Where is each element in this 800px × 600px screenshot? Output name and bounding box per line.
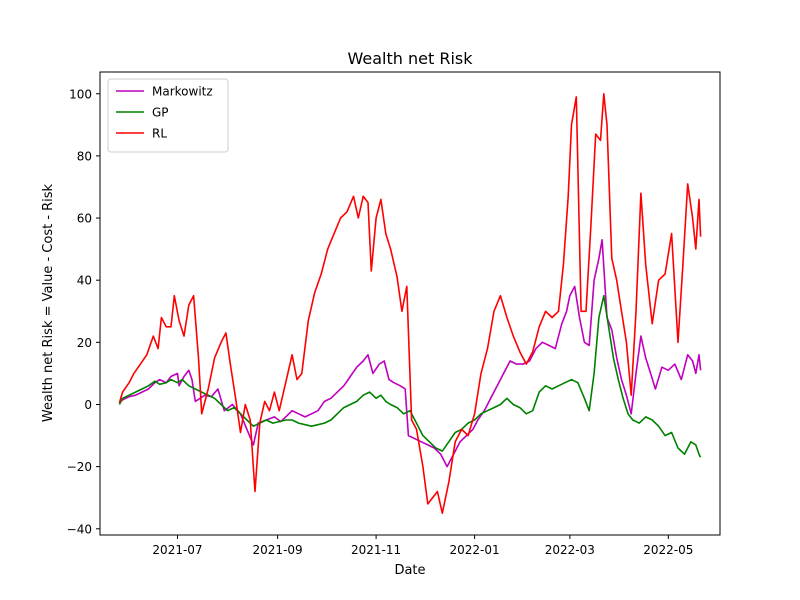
y-tick-label: 60: [77, 212, 92, 226]
legend: Markowitz GP RL: [107, 78, 229, 153]
x-tick-label: 2022-01: [450, 543, 500, 557]
y-axis-ticks: −40 −20 0 20 40 60 80 100: [67, 87, 100, 536]
y-tick-label: 40: [77, 274, 92, 288]
x-tick-label: 2021-11: [351, 543, 401, 557]
chart-title: Wealth net Risk: [348, 49, 474, 68]
x-axis-label: Date: [394, 563, 425, 578]
legend-label-rl: RL: [152, 127, 167, 141]
y-tick-label: −40: [67, 522, 92, 536]
series-line-rl: [118, 93, 702, 515]
y-tick-label: −20: [67, 460, 92, 474]
x-tick-label: 2021-09: [253, 543, 303, 557]
x-tick-label: 2022-03: [545, 543, 595, 557]
series-line-gp: [118, 294, 702, 458]
y-tick-label: 20: [77, 336, 92, 350]
y-tick-label: 80: [77, 149, 92, 163]
y-tick-label: 100: [69, 87, 92, 101]
x-tick-label: 2022-05: [643, 543, 693, 557]
y-axis-label: Wealth net Risk = Value - Cost - Risk: [41, 183, 56, 422]
x-tick-label: 2021-07: [152, 543, 202, 557]
axes-frame: [99, 71, 721, 536]
y-tick-label: 0: [84, 398, 92, 412]
legend-label-gp: GP: [152, 106, 169, 120]
legend-label-markowitz: Markowitz: [152, 85, 213, 99]
plot-area: [118, 93, 702, 515]
x-axis-ticks: 2021-07 2021-09 2021-11 2022-01 2022-03 2022-…: [152, 535, 693, 557]
